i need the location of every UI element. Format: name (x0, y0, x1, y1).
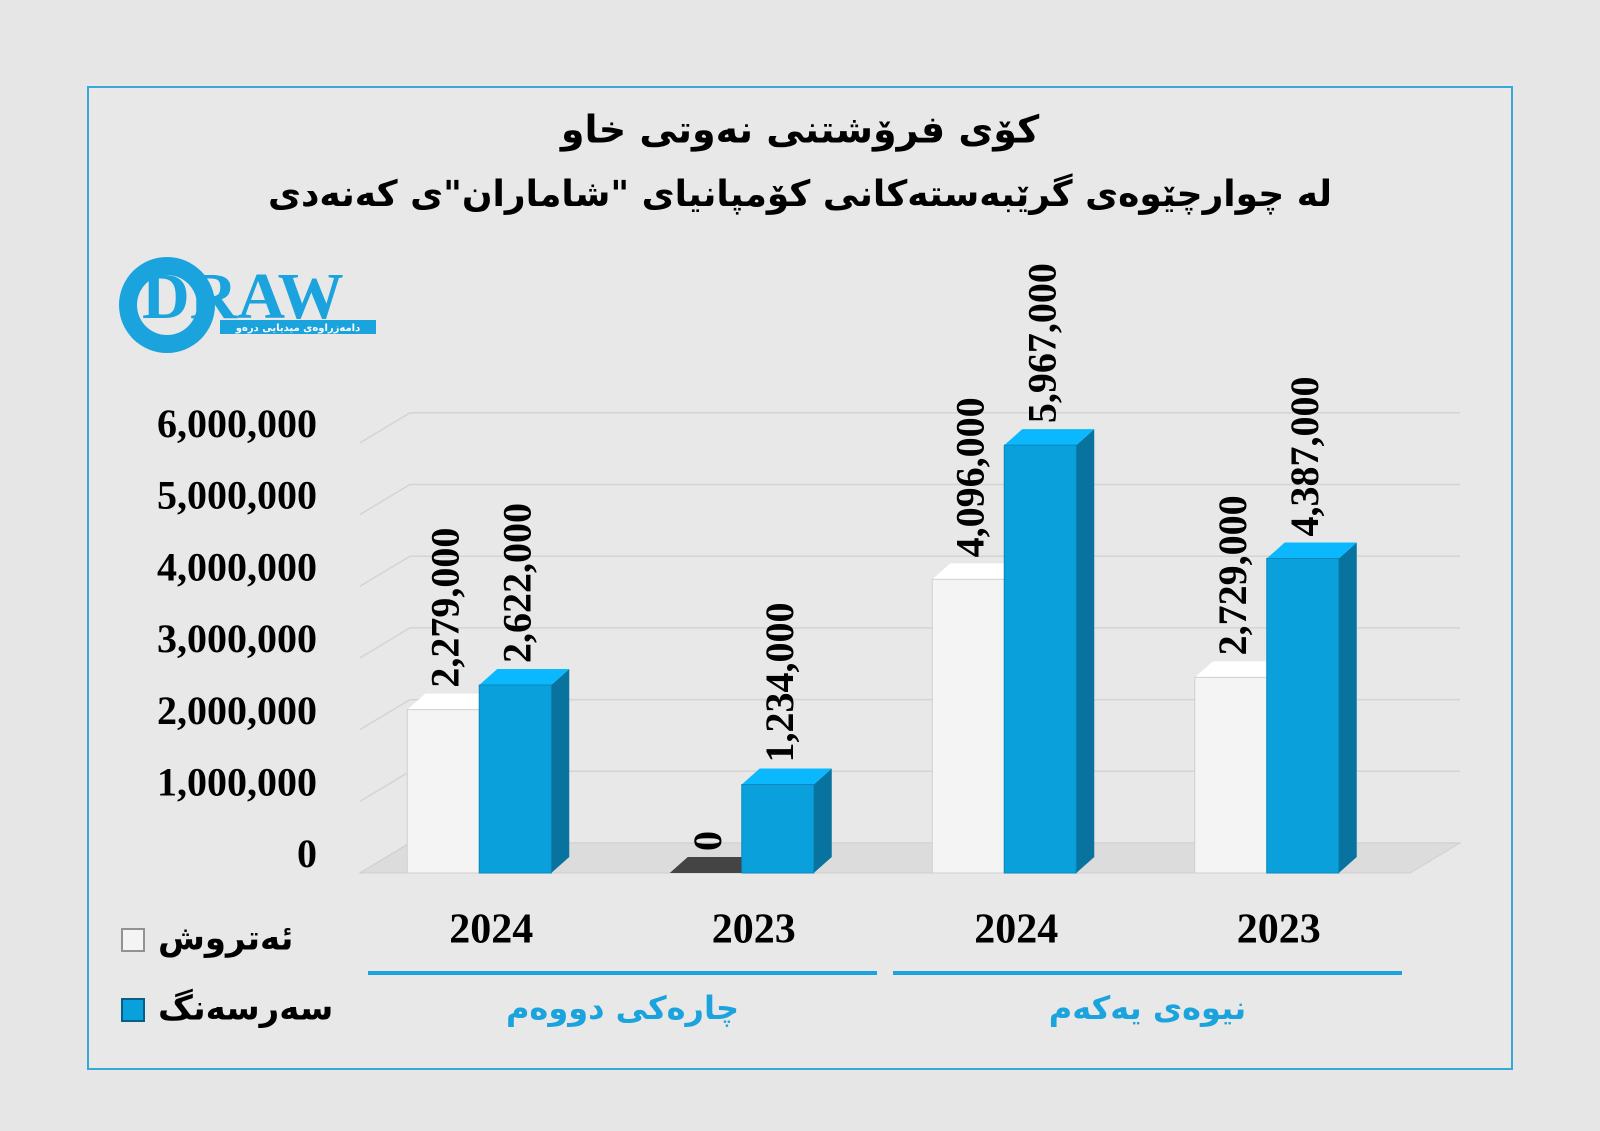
bar (741, 784, 815, 874)
chart-title: کۆی فرۆشتنی نەوتی خاو (559, 108, 1040, 153)
legend-label: سەرسەنگ (158, 989, 333, 1029)
grid-line (359, 412, 1460, 444)
bar-side (1338, 542, 1357, 873)
bar (1194, 676, 1268, 874)
y-tick-label: 2,000,000 (157, 688, 317, 733)
logo-tagline: دامەزراوەی میدیایی درەو (235, 323, 360, 334)
x-tick-label: 2024 (974, 907, 1058, 953)
x-tick-label: 2024 (449, 907, 533, 953)
legend-swatch (121, 998, 145, 1022)
grid-line (359, 627, 1460, 659)
bar-top (669, 857, 760, 873)
value-label: 2,729,000 (1210, 495, 1255, 655)
bar-top (741, 768, 832, 785)
value-label: 4,387,000 (1282, 376, 1327, 536)
grid-line (359, 698, 1460, 731)
group-label: چارەکی دووەم (506, 989, 739, 1027)
value-label: 1,234,000 (757, 603, 802, 763)
value-label: 2,622,000 (494, 503, 539, 663)
bar-top (1194, 661, 1285, 678)
legend-swatch (121, 928, 145, 952)
y-tick-label: 5,000,000 (157, 473, 317, 518)
bar-side (813, 768, 832, 873)
bar (406, 709, 480, 874)
bar (478, 684, 552, 874)
bar (1003, 444, 1077, 874)
bar-side (1076, 429, 1095, 873)
bar-top (407, 693, 498, 710)
y-tick-label: 1,000,000 (157, 759, 317, 804)
bar-top (1004, 429, 1095, 446)
bar (931, 578, 1005, 874)
group-label: نیوەی یەکەم (1049, 989, 1246, 1027)
bar-side (551, 669, 570, 873)
y-tick-label: 4,000,000 (157, 544, 317, 589)
y-tick-label: 3,000,000 (157, 616, 317, 661)
y-tick-label: 0 (297, 831, 317, 876)
legend-label: ئەتروش (158, 919, 293, 959)
bar (1266, 557, 1340, 874)
bar-top (932, 563, 1023, 580)
value-label: 0 (685, 831, 730, 851)
y-tick-label: 6,000,000 (157, 401, 317, 446)
value-label: 2,279,000 (422, 528, 467, 688)
grid-line (359, 555, 1460, 587)
value-label: 5,967,000 (1019, 263, 1064, 423)
logo-circle-inner (137, 275, 197, 335)
grid-line (359, 483, 1460, 516)
bar-top (1266, 542, 1357, 559)
bar-top (479, 669, 570, 686)
x-tick-label: 2023 (712, 907, 796, 953)
chart-subtitle: لە چوارچێوەی گرێبەستەکانی کۆمپانیای "شام… (268, 173, 1332, 215)
value-label: 4,096,000 (947, 397, 992, 557)
x-tick-label: 2023 (1237, 907, 1321, 953)
logo-band (220, 320, 376, 334)
